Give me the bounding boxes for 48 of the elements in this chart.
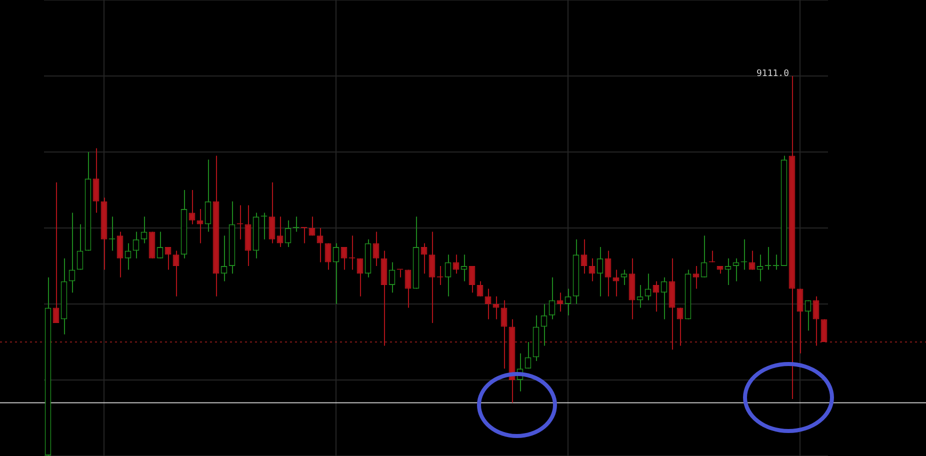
candlestick [284, 220, 292, 248]
candlestick [724, 258, 732, 286]
candlestick [52, 182, 60, 324]
candlestick [492, 296, 500, 320]
candlestick [388, 262, 396, 294]
candlestick [156, 231, 164, 259]
candlestick [764, 246, 772, 270]
candlestick [332, 242, 340, 304]
candlestick [620, 269, 628, 286]
candlestick [524, 342, 532, 370]
candlestick [540, 304, 548, 346]
candlestick [92, 148, 100, 214]
candlestick [428, 231, 436, 324]
candlestick [356, 258, 364, 297]
candlestick [404, 269, 412, 308]
candlestick [796, 288, 804, 354]
candlestick [700, 235, 708, 278]
candlestick [76, 224, 84, 270]
candlestick [604, 250, 612, 297]
candlestick [548, 276, 556, 320]
candlestick [452, 254, 460, 274]
candlestick [204, 159, 212, 232]
candlestick [556, 292, 564, 312]
candlestick [580, 238, 588, 274]
candlestick [596, 246, 604, 297]
annotation: 9111.0 [756, 68, 789, 79]
candlestick [804, 300, 812, 332]
candlestick [500, 300, 508, 370]
candlestick [772, 254, 780, 270]
candlestick [460, 254, 468, 282]
candlestick [372, 231, 380, 266]
candlestick [756, 254, 764, 282]
candlestick [268, 182, 276, 244]
candlestick [468, 266, 476, 294]
candlestick [116, 231, 124, 278]
candlestick [660, 276, 668, 320]
candlestick [812, 296, 820, 346]
candlestick [172, 250, 180, 297]
candlestick [444, 254, 452, 297]
candlestick [732, 258, 740, 282]
candlestick [324, 242, 332, 270]
candlestick [292, 216, 300, 232]
candlestick [748, 250, 756, 270]
candlestick [300, 227, 308, 244]
candlestick [692, 266, 700, 290]
candlestick [476, 280, 484, 297]
candlestick [340, 246, 348, 270]
candlestick [132, 231, 140, 259]
